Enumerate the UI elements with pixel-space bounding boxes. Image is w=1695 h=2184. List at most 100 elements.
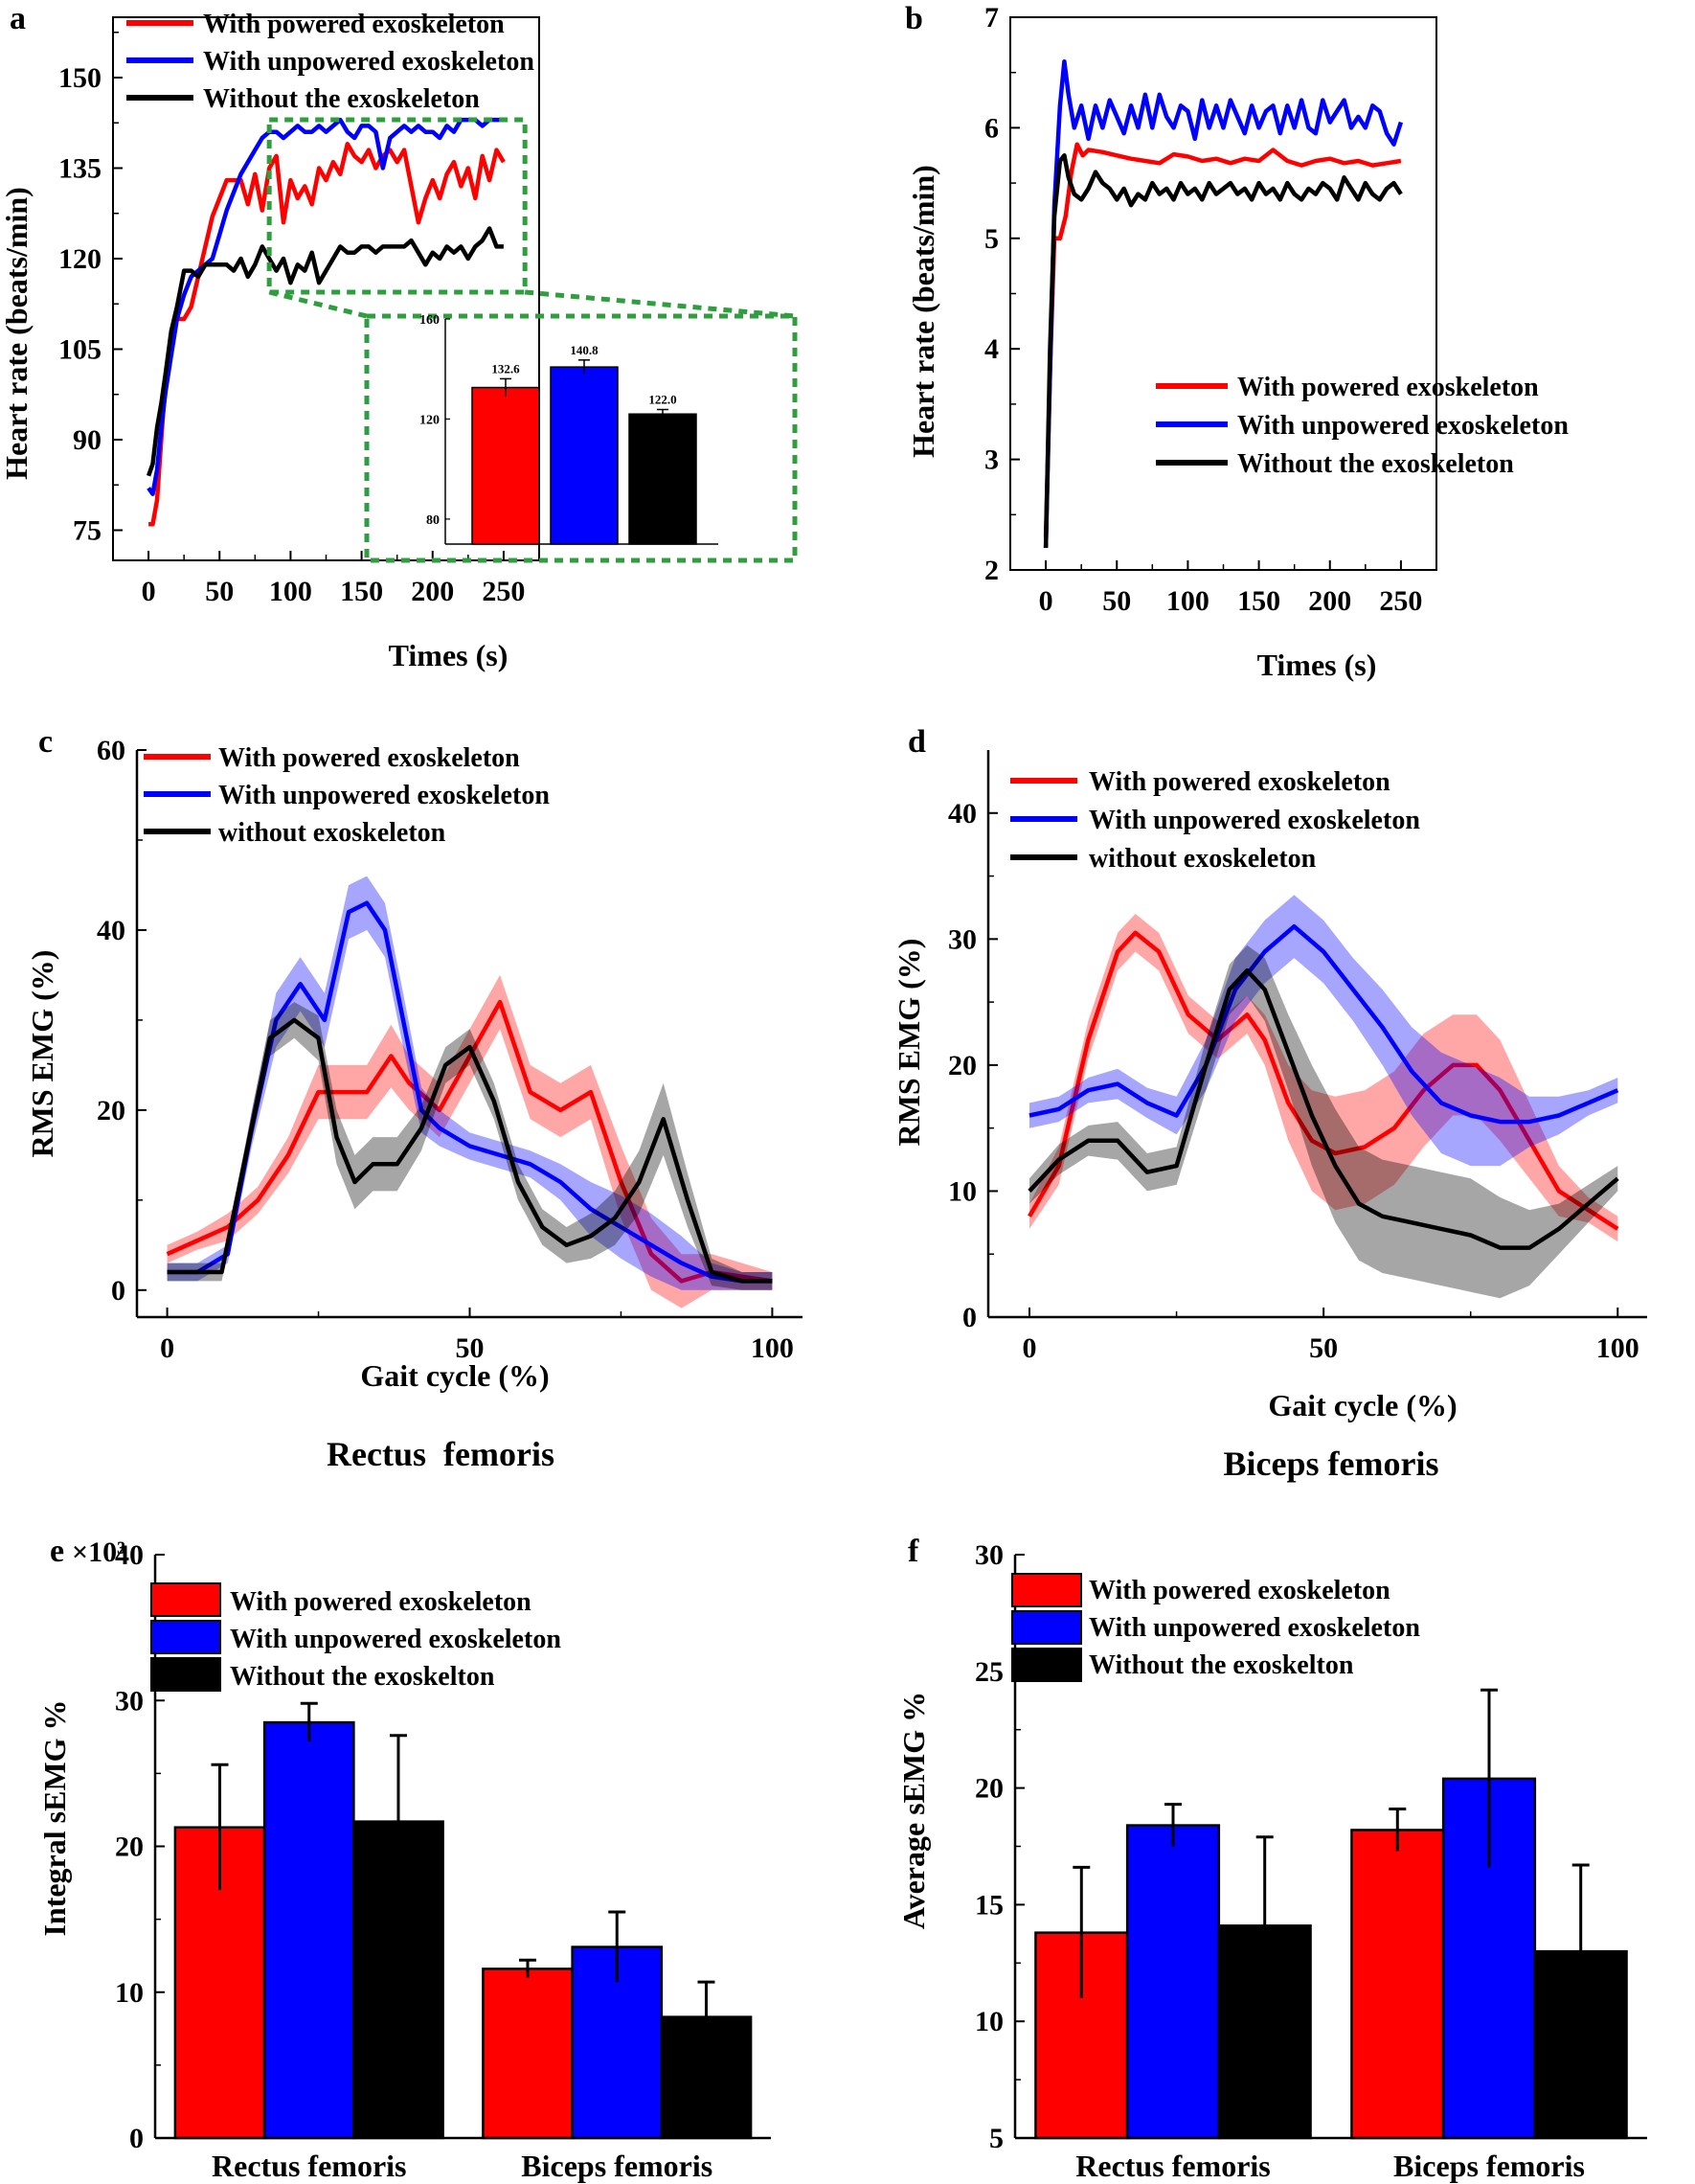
plot-a-xtick-label-3: 150 [340, 576, 383, 607]
inset-value-label-unpowered: 140.8 [570, 343, 599, 357]
bar-e-1-powered [482, 1968, 574, 2140]
legend-c-label-powered: With powered exoskeleton [218, 743, 520, 773]
plot-f: 5 10 15 20 25 30 Rectus femoris Biceps femoris [975, 1539, 1647, 2183]
plot-c-ytick-label-3: 60 [97, 735, 125, 766]
plot-f-ytick-label-5: 30 [975, 1539, 1004, 1571]
plot-a-xtick-label-0: 0 [142, 576, 156, 607]
panel-a-ylabel: Heart rate (beats/min) [0, 187, 34, 480]
panel-c-ylabel: RMS EMG (%) [25, 950, 59, 1158]
plot-e-ytick-label-4: 40 [115, 1539, 144, 1571]
plot-d: 0 10 20 30 40 0 50 100 [948, 750, 1647, 1364]
inset-ytick-label-1: 120 [419, 413, 440, 427]
plot-a-ytick-label-5: 150 [58, 62, 102, 94]
inset-ytick-label-0: 80 [426, 513, 440, 528]
plot-b-ytick-label-4: 6 [984, 112, 999, 144]
plot-b-xtick-label-0: 0 [1039, 585, 1053, 617]
legend-a: With powered exoskeleton With unpowered … [126, 10, 534, 114]
legend-f-label-without: Without the exoskelton [1089, 1650, 1354, 1680]
panel-d-letter: d [908, 724, 926, 760]
plot-d-ytick-label-0: 0 [962, 1302, 977, 1333]
plot-c-ytick-label-0: 0 [111, 1275, 125, 1307]
bar-f-0-unpowered [1125, 1824, 1221, 2140]
legend-c: With powered exoskeleton With unpowered … [144, 743, 550, 848]
plot-b-ytick-label-0: 2 [984, 555, 999, 586]
panel-a: a 75 90 105 120 135 150 0 50 100 150 200 250 Times … [0, 1, 798, 672]
legend-a-label-unpowered: With unpowered exoskeleton [203, 47, 534, 77]
legend-e-swatch-unpowered [150, 1620, 221, 1654]
panel-b-letter: b [905, 1, 923, 36]
plot-f-ytick-label-2: 15 [975, 1889, 1004, 1921]
legend-e-label-unpowered: With unpowered exoskeleton [230, 1625, 561, 1654]
plot-b-ytick-label-1: 3 [984, 444, 999, 476]
legend-e-swatch-without [150, 1657, 221, 1692]
panel-d-xlabel: Gait cycle (%) [1268, 1388, 1457, 1422]
panel-c-letter: c [38, 724, 53, 760]
panel-e-ylabel: Integral sEMG % [37, 1699, 72, 1936]
legend-e-label-without: Without the exoskelton [230, 1662, 495, 1692]
legend-e-swatch-powered [150, 1582, 221, 1617]
inset-value-label-without: 122.0 [648, 393, 676, 407]
plot-d-xtick-label-1: 50 [1309, 1332, 1338, 1364]
plot-f-ytick-label-3: 20 [975, 1773, 1004, 1805]
inset-source-box [266, 117, 528, 295]
plot-c-ytick-label-1: 20 [97, 1095, 125, 1126]
plot-a-ytick-label-1: 90 [73, 424, 102, 456]
legend-d-label-unpowered: With unpowered exoskeleton [1089, 806, 1420, 835]
plot-a-ytick-label-4: 135 [58, 153, 102, 185]
plot-a-ytick-label-0: 75 [73, 515, 102, 547]
legend-b-label-unpowered: With unpowered exoskeleton [1237, 411, 1569, 441]
legend-c-label-unpowered: With unpowered exoskeleton [218, 781, 550, 810]
inset-bar-without [628, 413, 697, 545]
series-d-without-line [1028, 967, 1619, 1250]
panel-d: d 0 10 20 30 40 0 50 100 Gait cycle (%) RMS EMG… [892, 724, 1647, 1483]
legend-c-label-without: without exoskeleton [218, 818, 446, 848]
plot-d-xtick-label-0: 0 [1023, 1332, 1037, 1364]
category-label-e-0: Rectus femoris [212, 2149, 406, 2183]
panel-b-xlabel: Times (s) [1257, 648, 1377, 682]
bar-f-1-unpowered [1441, 1777, 1537, 2140]
panel-e-letter: e [50, 1534, 64, 1569]
legend-d-label-without: without exoskeleton [1089, 844, 1317, 874]
legend-d-label-powered: With powered exoskeleton [1089, 767, 1390, 797]
category-label-f-1: Biceps femoris [1393, 2149, 1585, 2183]
plot-f-ytick-label-1: 10 [975, 2006, 1004, 2037]
panel-f-letter: f [908, 1534, 919, 1569]
legend-d: With powered exoskeleton With unpowered … [1010, 767, 1420, 874]
plot-c-xtick-label-1: 50 [456, 1332, 485, 1364]
panel-a-letter: a [10, 1, 26, 36]
plot-b-ytick-label-3: 5 [984, 223, 999, 255]
bar-f-1-powered [1350, 1829, 1445, 2140]
plot-d-ytick-label-1: 10 [948, 1175, 977, 1207]
series-b-without-line [1043, 153, 1403, 548]
plot-a-xtick-label-2: 100 [269, 576, 312, 607]
inset-value-label-powered: 132.6 [491, 361, 520, 375]
series-c-without-band [167, 1002, 773, 1290]
plot-c-ytick-label-2: 40 [97, 915, 125, 946]
plot-e-ytick-label-1: 10 [115, 1977, 144, 2009]
panel-f-ylabel: Average sEMG % [896, 1692, 931, 1929]
panel-e-multiplier: ×10³ [72, 1536, 125, 1568]
plot-b-xtick-label-1: 50 [1102, 585, 1131, 617]
legend-f-swatch-without [1011, 1648, 1082, 1682]
plot-d-ytick-label-4: 40 [948, 798, 977, 830]
series-d-powered-band [1029, 914, 1618, 1242]
plot-a-ytick-label-2: 105 [58, 334, 102, 366]
series-b-unpowered-line [1043, 58, 1404, 548]
series-d-unpowered-line [1028, 923, 1619, 1125]
category-label-e-1: Biceps femoris [521, 2149, 712, 2183]
panel-c-xlabel: Gait cycle (%) [360, 1358, 549, 1393]
plot-e: 0 10 20 30 40 Rectus femoris Biceps femoris [115, 1539, 771, 2183]
panel-a-xlabel: Times (s) [389, 638, 508, 672]
plot-b-xtick-label-3: 150 [1237, 585, 1280, 617]
plot-d-xtick-label-2: 100 [1596, 1332, 1639, 1364]
legend-b-label-powered: With powered exoskeleton [1237, 373, 1539, 402]
plot-a-xtick-label-1: 50 [205, 576, 234, 607]
legend-f: With powered exoskeleton With unpowered … [1011, 1573, 1420, 1682]
plot-b-ytick-label-5: 7 [984, 2, 999, 34]
plot-a: 75 90 105 120 135 150 0 50 100 150 200 250 [58, 16, 540, 607]
plot-a-ytick-label-3: 120 [58, 243, 102, 275]
panel-d-ylabel: RMS EMG (%) [892, 939, 926, 1147]
legend-e-label-powered: With powered exoskeleton [230, 1587, 531, 1617]
series-c-without-line [167, 1017, 773, 1284]
